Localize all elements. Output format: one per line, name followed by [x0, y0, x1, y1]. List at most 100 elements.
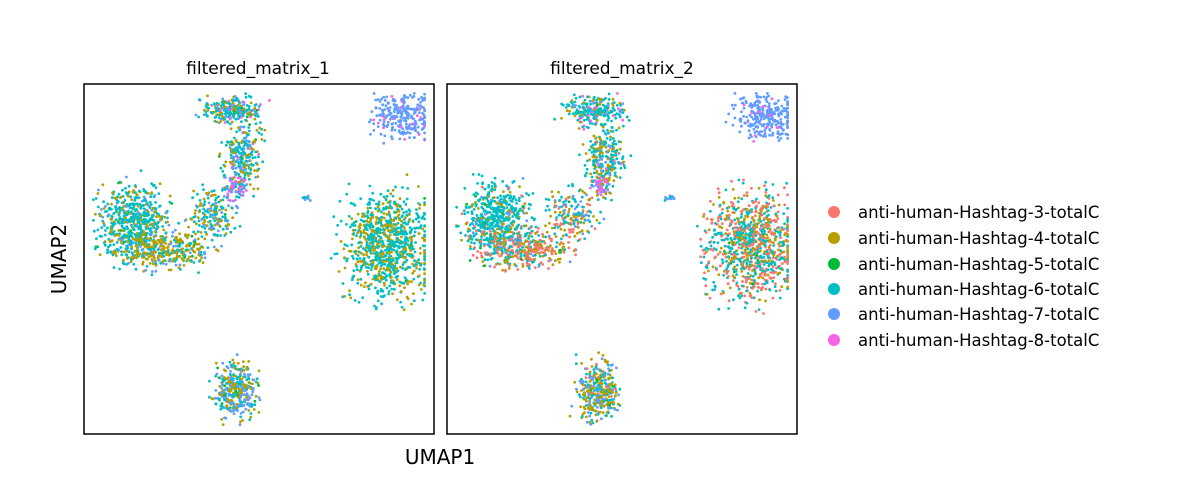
scatter-point — [345, 192, 349, 196]
scatter-point — [395, 205, 399, 208]
scatter-point — [108, 208, 111, 211]
scatter-point — [93, 247, 97, 251]
scatter-point — [405, 232, 409, 236]
scatter-point — [233, 383, 237, 387]
scatter-point — [480, 195, 483, 199]
scatter-point — [117, 213, 121, 217]
scatter-point — [161, 247, 165, 251]
scatter-point — [101, 215, 105, 219]
scatter-point — [503, 260, 507, 263]
scatter-point — [365, 241, 369, 245]
scatter-point — [236, 380, 239, 384]
scatter-point — [737, 196, 740, 200]
scatter-point — [352, 221, 356, 225]
scatter-point — [255, 128, 259, 132]
scatter-point — [389, 243, 392, 247]
scatter-point — [596, 108, 600, 112]
scatter-point — [142, 214, 145, 217]
scatter-point — [415, 212, 418, 215]
scatter-point — [476, 192, 479, 196]
scatter-point — [118, 237, 121, 240]
scatter-point — [167, 223, 171, 227]
scatter-point — [135, 202, 139, 206]
scatter-point — [152, 247, 156, 251]
scatter-point — [229, 160, 232, 164]
scatter-point — [374, 98, 378, 102]
scatter-point — [125, 204, 129, 208]
scatter-point — [560, 237, 563, 241]
scatter-point — [245, 115, 249, 119]
scatter-point — [347, 182, 351, 186]
scatter-point — [527, 250, 530, 254]
scatter-point — [608, 144, 612, 148]
scatter-point — [382, 115, 385, 118]
scatter-point — [342, 247, 346, 251]
scatter-point — [133, 209, 137, 213]
scatter-point — [127, 190, 131, 194]
scatter-point — [245, 104, 249, 107]
scatter-point — [423, 203, 426, 207]
scatter-point — [217, 200, 221, 204]
scatter-point — [512, 240, 515, 244]
scatter-point — [598, 165, 601, 169]
scatter-point — [369, 206, 372, 210]
scatter-point — [237, 114, 241, 118]
scatter-point — [489, 257, 493, 261]
scatter-point — [350, 278, 354, 282]
scatter-point — [532, 260, 536, 263]
scatter-point — [540, 240, 544, 243]
scatter-point — [606, 102, 610, 106]
scatter-point — [308, 199, 312, 202]
scatter-point — [392, 226, 395, 230]
scatter-point — [356, 281, 360, 285]
scatter-point — [232, 158, 236, 162]
scatter-point — [541, 232, 544, 236]
scatter-point — [415, 266, 418, 270]
scatter-point — [170, 202, 174, 205]
scatter-point — [578, 153, 581, 157]
scatter-point — [172, 257, 176, 260]
scatter-point — [614, 154, 618, 157]
scatter-point — [206, 196, 210, 200]
scatter-point — [381, 262, 384, 266]
scatter-point — [489, 188, 493, 192]
scatter-point — [376, 98, 380, 101]
scatter-point — [221, 97, 225, 101]
scatter-point — [228, 114, 232, 117]
scatter-point — [341, 295, 345, 299]
scatter-point — [197, 115, 201, 119]
scatter-point — [558, 211, 562, 214]
scatter-point — [417, 283, 421, 287]
scatter-point — [133, 224, 137, 228]
scatter-point — [242, 150, 245, 154]
scatter-point — [484, 212, 487, 216]
scatter-point — [235, 140, 239, 144]
scatter-point — [493, 196, 496, 199]
scatter-point — [477, 173, 481, 176]
scatter-point — [335, 233, 338, 236]
scatter-point — [592, 95, 596, 99]
scatter-point — [235, 204, 238, 208]
scatter-point — [612, 179, 616, 183]
scatter-point — [201, 211, 205, 215]
scatter-point — [135, 251, 139, 254]
scatter-point — [467, 235, 471, 238]
scatter-point — [186, 257, 190, 261]
scatter-point — [414, 122, 418, 126]
scatter-point — [417, 274, 421, 277]
scatter-point — [502, 198, 506, 202]
scatter-point — [482, 230, 486, 234]
scatter-point — [455, 205, 458, 209]
scatter-point — [472, 226, 476, 230]
scatter-point — [154, 230, 158, 234]
scatter-point — [400, 111, 404, 114]
scatter-point — [589, 172, 592, 176]
scatter-point — [145, 231, 149, 235]
scatter-point — [162, 228, 166, 232]
scatter-point — [776, 217, 780, 220]
scatter-point — [245, 396, 249, 400]
scatter-point — [417, 185, 420, 188]
scatter-point — [509, 210, 513, 214]
scatter-point — [544, 235, 548, 239]
scatter-point — [412, 247, 415, 251]
